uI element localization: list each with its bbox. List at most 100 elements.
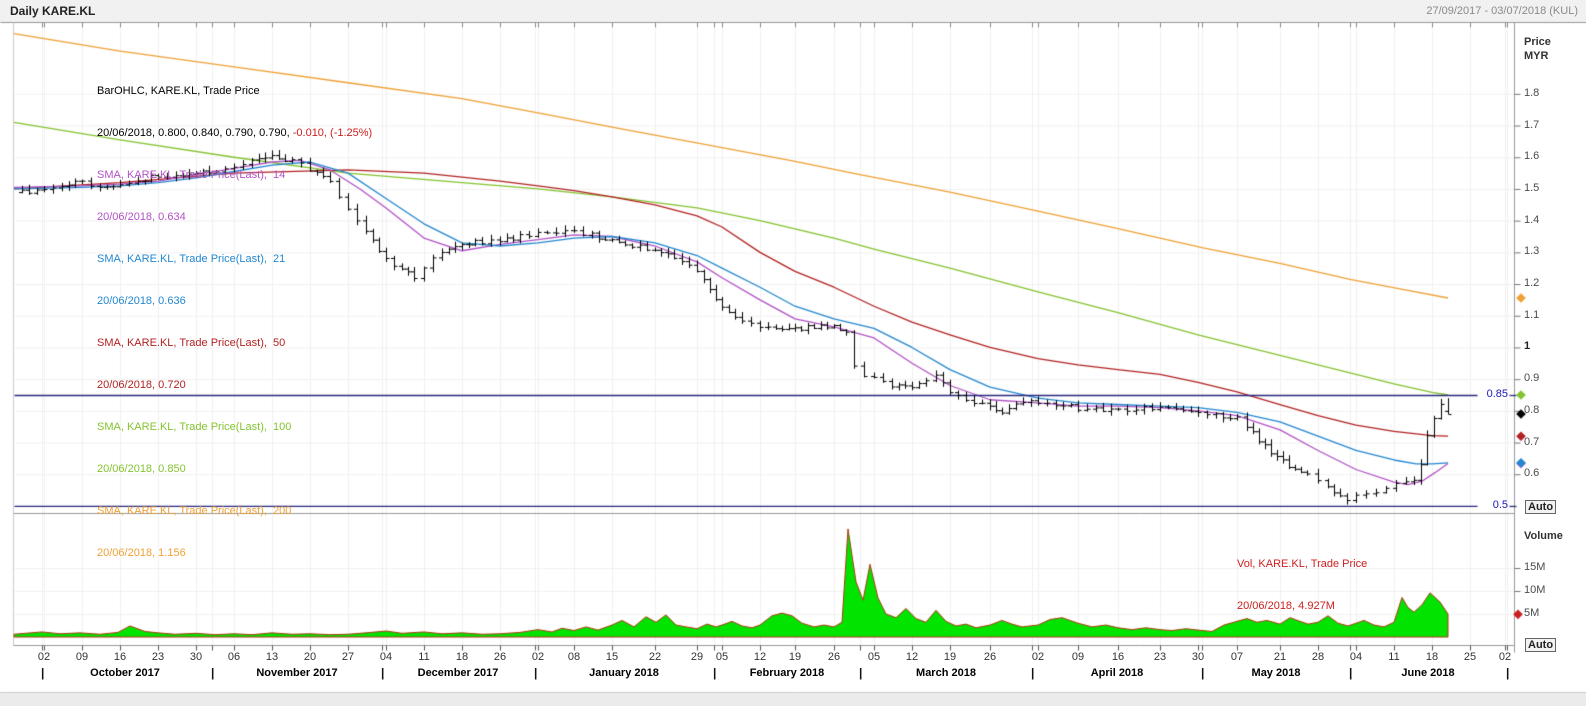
- x-axis-day-label: 09: [1071, 651, 1085, 663]
- legend-volume-name[interactable]: Vol, KARE.KL, Trade Price: [1237, 558, 1368, 570]
- legend-ohlc-name[interactable]: BarOHLC, KARE.KL, Trade Price: [97, 85, 260, 97]
- x-axis-day-label: 21: [1273, 651, 1287, 663]
- x-axis-month-separator: |: [211, 666, 215, 680]
- x-axis-day-label: 02: [1498, 651, 1512, 663]
- x-axis-day-label: 08: [567, 651, 581, 663]
- x-axis-month-separator: |: [713, 666, 717, 680]
- x-axis-day-label: 18: [1425, 651, 1439, 663]
- x-axis-month-label: May 2018: [1251, 667, 1301, 679]
- volume-tick-label: 5M: [1524, 607, 1540, 619]
- x-axis-day-label: 05: [715, 651, 729, 663]
- price-tick-label: 1.2: [1524, 277, 1540, 290]
- x-axis-month-label: February 2018: [749, 667, 825, 679]
- legend-ohlc-values: 20/06/2018, 0.800, 0.840, 0.790, 0.790, …: [97, 126, 372, 140]
- price-axis-title: Price: [1524, 36, 1551, 48]
- x-axis-month-separator: |: [1031, 666, 1035, 680]
- price-tick-label: 1.6: [1524, 150, 1540, 163]
- price-tick-label: 1.4: [1524, 213, 1540, 226]
- price-tick-label: 1.8: [1524, 86, 1540, 99]
- price-tick-label: 0.9: [1524, 372, 1540, 385]
- x-axis-month-separator: |: [1506, 666, 1510, 680]
- x-axis-month-separator: |: [41, 666, 45, 680]
- price-tick-label: 1.7: [1524, 118, 1540, 131]
- x-axis-day-label: 04: [1349, 651, 1363, 663]
- x-axis-day-label: 12: [905, 651, 919, 663]
- x-axis-day-label: 19: [943, 651, 957, 663]
- legend-sma50-name[interactable]: SMA, KARE.KL, Trade Price(Last), 50: [97, 337, 286, 349]
- x-axis-day-label: 11: [1388, 651, 1400, 663]
- x-axis-day-label: 22: [648, 651, 662, 663]
- x-axis-day-label: 26: [983, 651, 997, 663]
- price-tick-label: 1: [1524, 340, 1531, 353]
- x-axis-day-label: 30: [1191, 651, 1205, 663]
- legend-sma21-value: 20/06/2018, 0.636: [97, 295, 186, 307]
- volume-axis-auto-button[interactable]: Auto: [1525, 638, 1557, 652]
- x-axis-day-label: 19: [788, 651, 802, 663]
- price-legend: BarOHLC, KARE.KL, Trade Price 20/06/2018…: [97, 56, 372, 574]
- legend-sma200-value: 20/06/2018, 1.156: [97, 547, 186, 559]
- x-axis-month-label: April 2018: [1090, 667, 1144, 679]
- x-axis-day-label: 30: [189, 651, 203, 663]
- x-axis-day-label: 20: [303, 651, 317, 663]
- x-axis-day-label: 09: [75, 651, 89, 663]
- volume-tick-label: 10M: [1524, 584, 1546, 596]
- x-axis-day-label: 28: [1311, 651, 1325, 663]
- volume-legend: Vol, KARE.KL, Trade Price 20/06/2018, 4.…: [1237, 529, 1367, 627]
- x-axis-day-label: 02: [1031, 651, 1045, 663]
- price-tick-label: 0.7: [1524, 435, 1540, 448]
- x-axis-day-label: 27: [341, 651, 355, 663]
- legend-sma200-name[interactable]: SMA, KARE.KL, Trade Price(Last), 200: [97, 505, 292, 517]
- volume-tick-label: 15M: [1524, 561, 1546, 573]
- x-axis-day-label: 02: [531, 651, 545, 663]
- x-axis-month-label: March 2018: [916, 667, 976, 679]
- x-axis-month-separator: |: [534, 666, 538, 680]
- x-axis-day-label: 02: [37, 651, 51, 663]
- price-tick-label: 1.3: [1524, 245, 1540, 258]
- legend-sma50-value: 20/06/2018, 0.720: [97, 379, 186, 391]
- legend-sma14-value: 20/06/2018, 0.634: [97, 211, 186, 223]
- legend-volume-value: 20/06/2018, 4.927M: [1237, 600, 1335, 612]
- legend-sma100-value: 20/06/2018, 0.850: [97, 463, 186, 475]
- price-tick-label: 0.6: [1524, 467, 1540, 480]
- price-tick-label: 0.8: [1524, 403, 1540, 416]
- x-axis-day-label: 06: [227, 651, 241, 663]
- legend-sma21-name[interactable]: SMA, KARE.KL, Trade Price(Last), 21: [97, 253, 286, 265]
- x-axis-month-separator: |: [859, 666, 863, 680]
- x-axis-day-label: 29: [690, 651, 704, 663]
- x-axis-month-label: November 2017: [256, 667, 338, 679]
- legend-sma14-name[interactable]: SMA, KARE.KL, Trade Price(Last), 14: [97, 169, 286, 181]
- x-axis-day-label: 16: [1111, 651, 1125, 663]
- x-axis-day-label: 13: [265, 651, 279, 663]
- x-axis-day-label: 11: [418, 651, 430, 663]
- x-axis-day-label: 23: [1153, 651, 1167, 663]
- x-axis-day-label: 26: [827, 651, 841, 663]
- volume-axis-title: Volume: [1524, 530, 1563, 542]
- price-axis-unit: MYR: [1524, 50, 1549, 62]
- x-axis-day-label: 05: [867, 651, 881, 663]
- x-axis-month-separator: |: [1201, 666, 1205, 680]
- x-axis-month-label: December 2017: [417, 667, 499, 679]
- price-axis-auto-button[interactable]: Auto: [1525, 500, 1557, 514]
- x-axis-day-label: 23: [151, 651, 165, 663]
- x-axis-day-label: 07: [1230, 651, 1244, 663]
- legend-ohlc-change: -0.010, (-1.25%): [292, 127, 373, 139]
- horizontal-line-label-05[interactable]: 0.5: [1492, 499, 1508, 511]
- x-axis-month-label: January 2018: [589, 667, 659, 679]
- x-axis-month-label: October 2017: [90, 667, 160, 679]
- x-axis-day-label: 04: [379, 651, 393, 663]
- legend-sma100-name[interactable]: SMA, KARE.KL, Trade Price(Last), 100: [97, 421, 292, 433]
- x-axis-day-label: 16: [113, 651, 127, 663]
- x-axis-day-label: 15: [605, 651, 619, 663]
- price-tick-label: 1.5: [1524, 181, 1540, 194]
- horizontal-line-label-085[interactable]: 0.85: [1486, 388, 1508, 400]
- x-axis-day-label: 25: [1463, 651, 1477, 663]
- x-axis-day-label: 12: [753, 651, 767, 663]
- x-axis-month-separator: |: [381, 666, 385, 680]
- x-axis-month-label: June 2018: [1401, 667, 1455, 679]
- legend-ohlc-values-main: 20/06/2018, 0.800, 0.840, 0.790, 0.790,: [97, 127, 293, 139]
- x-axis-month-separator: |: [1349, 666, 1353, 680]
- price-tick-label: 1.1: [1524, 308, 1540, 321]
- chart-title: Daily KARE.KL: [10, 4, 96, 18]
